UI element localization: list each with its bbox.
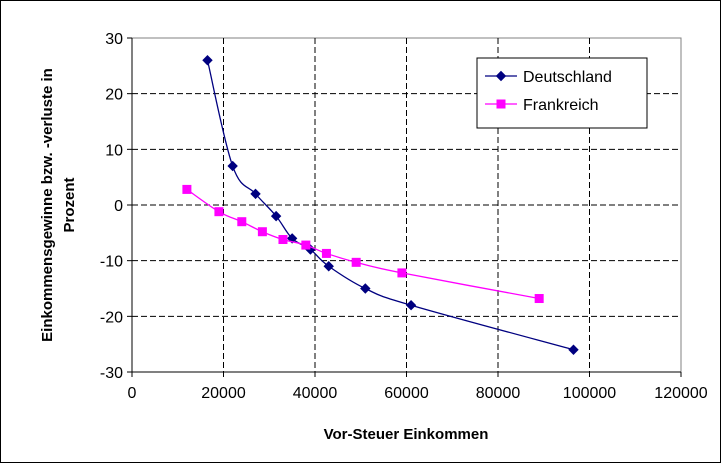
data-point-frankreich (534, 294, 544, 304)
y-tick-label: -30 (100, 365, 123, 382)
data-point-deutschland (568, 344, 579, 355)
gridlines (132, 38, 681, 372)
data-point-deutschland (405, 299, 417, 311)
legend-entry-deutschland: Deutschland (485, 69, 612, 86)
legend: Deutschland Frankreich (476, 57, 648, 129)
data-point-deutschland (270, 210, 282, 222)
x-tick-label: 120000 (654, 385, 707, 402)
data-point-frankreich (214, 207, 224, 217)
y-tick-label: -10 (100, 254, 123, 271)
series-frankreich (182, 184, 544, 304)
data-point-frankreich (351, 257, 361, 267)
data-point-frankreich (321, 248, 331, 258)
y-tick-label: 20 (105, 87, 123, 104)
data-point-frankreich (397, 268, 407, 278)
x-tick-label: 20000 (201, 385, 246, 402)
data-point-frankreich (278, 235, 288, 245)
data-point-frankreich (257, 227, 267, 237)
y-axis-title-line-2: Prozent (61, 177, 78, 232)
x-tick-label: 80000 (476, 385, 521, 402)
y-axis-title-line-1: Einkommensgewinne bzw. -verluste in (39, 68, 56, 342)
axes: 0 20000 40000 60000 80000 100000 120000 30 20 10 0… (100, 31, 708, 402)
x-tick-label: 100000 (563, 385, 616, 402)
legend-marker-deutschland (495, 70, 507, 82)
y-axis-title: Einkommensgewinne bzw. -verluste in Proz… (39, 68, 78, 342)
series-layer (182, 55, 579, 355)
x-tick-label: 40000 (293, 385, 338, 402)
series-line-frankreich (186, 188, 540, 300)
data-point-deutschland (227, 160, 238, 172)
legend-marker-frankreich (496, 99, 506, 109)
data-point-deutschland (202, 55, 213, 66)
x-axis-title: Vor-Steuer Einkommen (324, 426, 489, 443)
x-tick-label: 0 (128, 385, 137, 402)
data-point-frankreich (301, 240, 311, 250)
legend-label-deutschland: Deutschland (523, 69, 612, 86)
data-point-deutschland (360, 283, 371, 294)
legend-label-frankreich: Frankreich (523, 97, 599, 114)
data-point-deutschland (323, 261, 334, 272)
data-point-frankreich (237, 217, 247, 227)
legend-box (476, 57, 648, 129)
y-tick-label: 10 (105, 142, 123, 159)
y-tick-label: -20 (100, 309, 123, 326)
data-point-frankreich (182, 184, 192, 194)
x-tick-label: 60000 (384, 385, 429, 402)
data-point-deutschland (250, 188, 261, 200)
legend-entry-frankreich: Frankreich (485, 97, 599, 114)
y-tick-label: 30 (105, 31, 123, 48)
y-tick-label: 0 (114, 198, 123, 215)
